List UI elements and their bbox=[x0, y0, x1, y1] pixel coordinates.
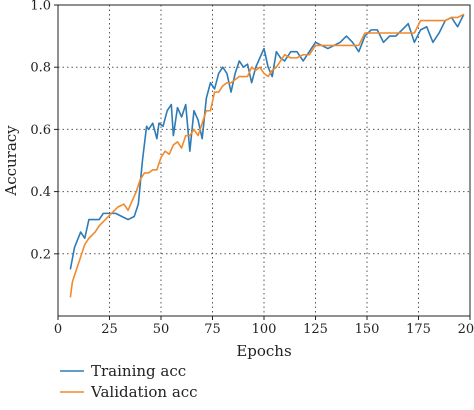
y-tick-label: 0.6 bbox=[30, 123, 51, 138]
x-tick-label: 50 bbox=[153, 322, 170, 337]
x-tick-label: 25 bbox=[101, 322, 118, 337]
x-tick-label: 200 bbox=[458, 322, 474, 337]
y-tick-label: 0.4 bbox=[30, 185, 51, 200]
y-tick-label: 0.8 bbox=[30, 61, 51, 76]
x-tick-label: 100 bbox=[252, 322, 277, 337]
grid bbox=[58, 5, 470, 316]
legend-label-validation: Validation acc bbox=[90, 383, 198, 401]
legend: Training acc Validation acc bbox=[60, 362, 198, 401]
x-axis-ticks: 0 25 50 75 100 125 150 175 200 bbox=[54, 316, 474, 337]
y-tick-label: 0.2 bbox=[30, 247, 51, 262]
x-tick-label: 175 bbox=[406, 322, 431, 337]
x-tick-label: 75 bbox=[204, 322, 221, 337]
y-tick-label: 1.0 bbox=[30, 0, 51, 14]
series-line-training bbox=[69, 13, 465, 270]
x-tick-label: 125 bbox=[303, 322, 328, 337]
legend-label-training: Training acc bbox=[91, 362, 186, 380]
y-axis-ticks: 0.2 0.4 0.6 0.8 1.0 bbox=[30, 0, 58, 262]
x-tick-label: 150 bbox=[355, 322, 380, 337]
x-tick-label: 0 bbox=[54, 322, 62, 337]
y-axis-title: Accuracy bbox=[2, 125, 20, 197]
series-lines bbox=[69, 13, 465, 298]
series-line-validation bbox=[69, 13, 465, 298]
x-axis-title: Epochs bbox=[236, 342, 291, 360]
